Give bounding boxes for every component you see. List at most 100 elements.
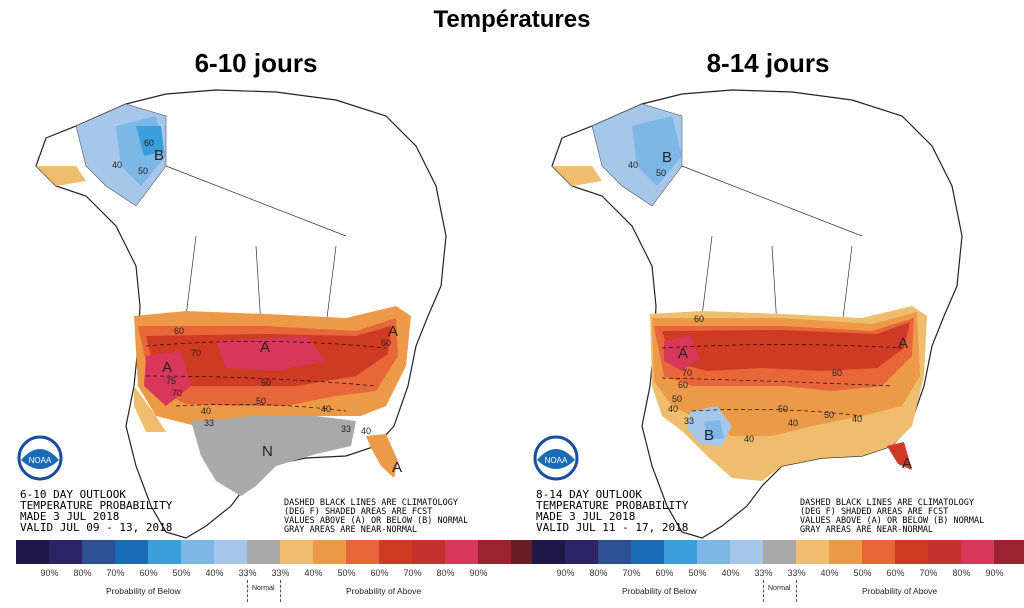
region-florida <box>366 434 398 478</box>
legend-percent: 70% <box>919 568 938 578</box>
legend-normal-label: Normal <box>252 585 275 592</box>
panel-title-8-14: 8-14 jours <box>706 48 830 78</box>
legend-percent: 70% <box>622 568 641 578</box>
legend-swatch <box>346 540 379 564</box>
legend-below-label: Probability of Below <box>106 586 181 596</box>
legend-swatch <box>532 540 565 564</box>
region-above-40-sw <box>134 386 166 432</box>
legend-normal-divider <box>280 580 281 602</box>
legend-normal-divider <box>796 580 797 602</box>
legend-swatch <box>115 540 148 564</box>
legend-swatch <box>247 540 280 564</box>
legend-swatches <box>532 540 1024 564</box>
contour-label: 40 <box>788 418 798 428</box>
legend-percent: 40% <box>205 568 224 578</box>
climatology-lines <box>661 344 903 417</box>
noaa-logo-icon: NOAA <box>17 435 63 481</box>
legend-normal-divider <box>763 580 764 602</box>
contour-label: 50 <box>138 166 148 176</box>
legend-swatch <box>895 540 928 564</box>
region-letter: N <box>262 443 273 460</box>
legend-above-label: Probability of Above <box>346 586 422 596</box>
legend-swatch <box>412 540 445 564</box>
contour-label: 40 <box>852 414 862 424</box>
legend-percent: 50% <box>853 568 872 578</box>
region-letter: A <box>902 455 912 472</box>
region-above-80-west <box>144 351 191 406</box>
region-letter: A <box>678 345 688 362</box>
region-letter: B <box>154 147 164 164</box>
legend-swatch <box>730 540 763 564</box>
region-letter: B <box>704 427 714 444</box>
contour-label: 40 <box>201 406 211 416</box>
legend-percent: 60% <box>370 568 389 578</box>
legend-normal-label: Normal <box>768 585 791 592</box>
map-6-10: A A A A N B 40 50 60 60 70 75 70 60 50 5… <box>16 86 506 540</box>
region-below-60 <box>136 126 164 156</box>
region-letter: A <box>392 459 402 476</box>
caption-line: MADE 3 JUL 2018 <box>20 510 119 523</box>
contour-label: 33 <box>341 424 351 434</box>
legend-swatch <box>961 540 994 564</box>
legend-percent: 90% <box>556 568 575 578</box>
caption-line: TEMPERATURE PROBABILITY <box>536 499 689 512</box>
contour-label: 60 <box>694 314 704 324</box>
legend-8-14: 90% 80% 70% 60% 50% 40% 33% 33% 40% 50% 60% 70% 80% 9… <box>532 540 1024 602</box>
legend-swatch <box>280 540 313 564</box>
legend-6-10: 90% 80% 70% 60% 50% 40% 33% 33% 40% 50% 60% 70% 80% 9… <box>16 540 544 602</box>
notes-line: VALUES ABOVE (A) OR BELOW (B) NORMAL <box>284 516 468 526</box>
legend-swatch <box>763 540 796 564</box>
contour-label: 40 <box>628 160 638 170</box>
legend-percent: 90% <box>469 568 488 578</box>
contour-label: 40 <box>112 160 122 170</box>
contour-label: 70 <box>191 348 201 358</box>
region-above-33-west <box>552 166 602 186</box>
contour-label: 60 <box>381 338 391 348</box>
legend-percent-row: 90% 80% 70% 60% 50% 40% 33% 33% 40% 50% 60% 70% 80% 9… <box>16 568 513 580</box>
legend-above-label: Probability of Above <box>862 586 938 596</box>
contour-label: 33 <box>684 416 694 426</box>
legend-swatch <box>478 540 511 564</box>
legend-percent: 33% <box>787 568 806 578</box>
region-letter: A <box>898 335 908 352</box>
contour-label: 70 <box>682 368 692 378</box>
contour-label: 50 <box>256 396 266 406</box>
region-above-80 <box>664 336 700 371</box>
legend-percent: 60% <box>139 568 158 578</box>
legend-swatch <box>181 540 214 564</box>
caption-line: 8-14 DAY OUTLOOK <box>536 488 642 501</box>
legend-swatches <box>16 540 544 564</box>
contour-label: 50 <box>656 168 666 178</box>
notes-line: DASHED BLACK LINES ARE CLIMATOLOGY <box>800 498 974 508</box>
notes-line: VALUES ABOVE (A) OR BELOW (B) NORMAL <box>800 516 984 526</box>
legend-swatch <box>214 540 247 564</box>
page-title: Températures <box>433 6 591 33</box>
legend-percent: 40% <box>820 568 839 578</box>
legend-percent: 90% <box>985 568 1004 578</box>
map-8-14-svg: A A A B B 40 50 60 70 60 50 40 33 60 50 … <box>533 89 984 539</box>
legend-swatch <box>565 540 598 564</box>
legend-percent: 80% <box>73 568 92 578</box>
legend-percent: 70% <box>403 568 422 578</box>
legend-swatch <box>313 540 346 564</box>
caption-line: TEMPERATURE PROBABILITY <box>20 499 173 512</box>
legend-normal-divider <box>247 580 248 602</box>
legend-percent: 50% <box>172 568 191 578</box>
legend-swatch <box>445 540 478 564</box>
legend-swatch <box>598 540 631 564</box>
caption-line: VALID JUL 09 - 13, 2018 <box>20 521 172 534</box>
region-letter: A <box>162 359 172 376</box>
legend-percent: 40% <box>721 568 740 578</box>
contour-label: 60 <box>144 138 154 148</box>
legend-swatch <box>49 540 82 564</box>
legend-swatch <box>796 540 829 564</box>
legend-percent-row: 90% 80% 70% 60% 50% 40% 33% 33% 40% 50% 60% 70% 80% 9… <box>532 568 1024 580</box>
contour-label: 40 <box>668 404 678 414</box>
legend-swatch <box>829 540 862 564</box>
svg-text:NOAA: NOAA <box>29 456 52 465</box>
legend-swatch <box>928 540 961 564</box>
contour-label: 33 <box>204 418 214 428</box>
region-letter: A <box>260 339 270 356</box>
legend-percent: 80% <box>589 568 608 578</box>
region-below-40-sw <box>704 420 724 440</box>
